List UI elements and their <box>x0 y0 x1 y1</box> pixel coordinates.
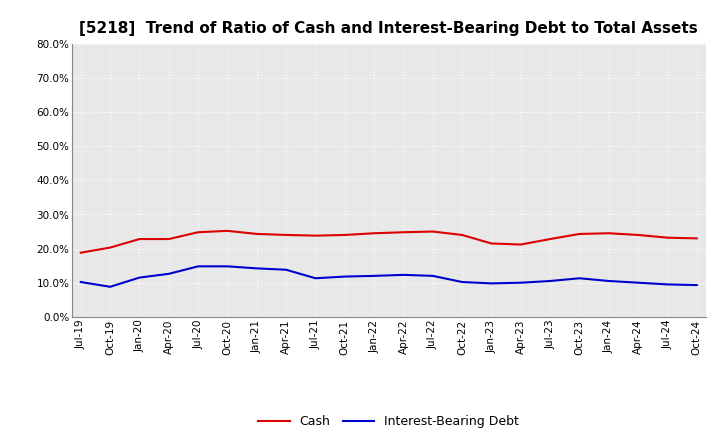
Line: Interest-Bearing Debt: Interest-Bearing Debt <box>81 266 697 287</box>
Cash <box>428 229 437 234</box>
Interest-Bearing Debt <box>370 273 379 279</box>
Cash <box>575 231 584 237</box>
Cash <box>458 232 467 238</box>
Interest-Bearing Debt <box>223 264 232 269</box>
Cash <box>634 232 642 238</box>
Cash <box>663 235 672 240</box>
Interest-Bearing Debt <box>428 273 437 279</box>
Interest-Bearing Debt <box>458 279 467 285</box>
Cash <box>253 231 261 237</box>
Interest-Bearing Debt <box>516 280 525 285</box>
Interest-Bearing Debt <box>663 282 672 287</box>
Interest-Bearing Debt <box>693 282 701 288</box>
Cash <box>135 236 144 242</box>
Legend: Cash, Interest-Bearing Debt: Cash, Interest-Bearing Debt <box>253 411 524 433</box>
Cash <box>282 232 290 238</box>
Cash <box>223 228 232 234</box>
Cash <box>164 236 173 242</box>
Interest-Bearing Debt <box>76 279 85 285</box>
Interest-Bearing Debt <box>282 267 290 272</box>
Cash <box>76 250 85 255</box>
Interest-Bearing Debt <box>399 272 408 278</box>
Cash <box>487 241 496 246</box>
Interest-Bearing Debt <box>106 284 114 290</box>
Interest-Bearing Debt <box>605 279 613 284</box>
Interest-Bearing Debt <box>311 275 320 281</box>
Interest-Bearing Debt <box>253 266 261 271</box>
Cash <box>399 230 408 235</box>
Interest-Bearing Debt <box>487 281 496 286</box>
Cash <box>693 236 701 241</box>
Interest-Bearing Debt <box>634 280 642 285</box>
Line: Cash: Cash <box>81 231 697 253</box>
Cash <box>516 242 525 247</box>
Interest-Bearing Debt <box>546 279 554 284</box>
Cash <box>341 232 349 238</box>
Interest-Bearing Debt <box>194 264 202 269</box>
Cash <box>605 231 613 236</box>
Interest-Bearing Debt <box>135 275 144 280</box>
Interest-Bearing Debt <box>341 274 349 279</box>
Cash <box>546 236 554 242</box>
Cash <box>194 230 202 235</box>
Interest-Bearing Debt <box>575 275 584 281</box>
Cash <box>106 245 114 250</box>
Interest-Bearing Debt <box>164 271 173 276</box>
Cash <box>370 231 379 236</box>
Cash <box>311 233 320 238</box>
Title: [5218]  Trend of Ratio of Cash and Interest-Bearing Debt to Total Assets: [5218] Trend of Ratio of Cash and Intere… <box>79 21 698 36</box>
